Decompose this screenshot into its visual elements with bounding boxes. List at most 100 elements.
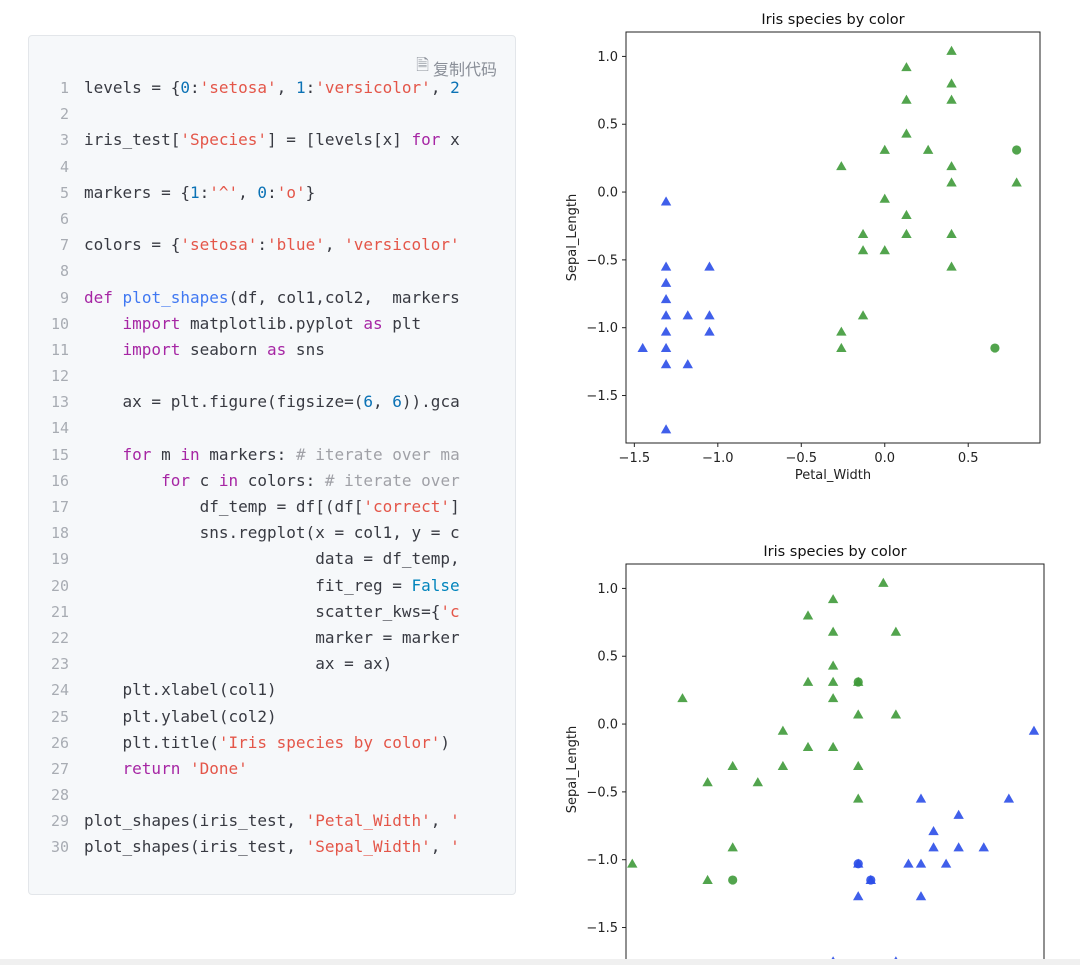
code-text: scatter_kws={'c xyxy=(84,599,515,625)
line-number: 2 xyxy=(59,105,69,124)
code-token: markers = { xyxy=(84,182,190,202)
code-text: plt.title('Iris species by color') xyxy=(84,730,515,756)
data-point-triangle xyxy=(660,310,672,320)
line-number: 9 xyxy=(59,288,69,307)
data-point-triangle xyxy=(946,161,957,171)
y-tick-label: 0.5 xyxy=(597,650,618,665)
code-token: , xyxy=(276,78,296,97)
line-number: 28 xyxy=(50,786,69,805)
code-token: ] xyxy=(450,497,460,516)
data-point-triangle xyxy=(752,777,764,787)
code-line: 27 return 'Done' xyxy=(29,756,515,782)
data-point-triangle xyxy=(802,676,814,686)
code-line: 7 colors = {'setosa':'blue', 'versicolor' xyxy=(29,232,515,258)
line-number: 19 xyxy=(50,550,69,569)
data-point-triangle xyxy=(1003,793,1015,803)
data-point-triangle xyxy=(903,858,914,868)
code-token: # iterate over xyxy=(324,470,460,490)
code-line: 10 import matplotlib.pyplot as plt xyxy=(29,311,515,337)
data-point-triangle xyxy=(802,610,814,620)
data-point-triangle xyxy=(922,144,934,154)
code-token: as xyxy=(267,339,287,359)
code-line: 25 plt.ylabel(col2) xyxy=(29,704,515,730)
code-token xyxy=(84,314,123,333)
code-token: matplotlib.pyplot xyxy=(180,313,364,333)
code-line: 13 ax = plt.figure(figsize=(6, 6)).gca xyxy=(29,389,515,415)
chart-petal-width-svg: Iris species by color −1.5 −1.0 −0.5 0.0 0.5 1… xyxy=(565,12,1041,483)
y-tick-label: 0.0 xyxy=(597,186,618,201)
data-point-triangle xyxy=(946,177,957,187)
line-number: 26 xyxy=(50,733,69,752)
data-point-triangle xyxy=(836,342,847,352)
chart-sepal-width: Iris species by color −1.5 −1.0 −0.5 0.0 0.5 1… xyxy=(555,532,1080,965)
code-line: 17 df_temp = df[(df['correct'] xyxy=(29,494,515,520)
code-line: 24 plt.xlabel(col1) xyxy=(29,677,515,703)
code-text: sns.regplot(x = col1, y = c xyxy=(84,520,515,546)
copy-code-button[interactable]: 🗎 复制代码 xyxy=(416,54,497,81)
y-tick-label: −1.5 xyxy=(586,389,618,404)
line-number: 3 xyxy=(59,131,69,150)
chart-title: Iris species by color xyxy=(761,12,904,28)
data-point-triangle xyxy=(853,793,864,803)
code-token xyxy=(84,445,123,464)
data-point-triangle xyxy=(702,874,713,884)
code-line: 16 for c in colors: # iterate over xyxy=(29,468,515,494)
code-line: 4 xyxy=(29,154,515,180)
code-token: : xyxy=(189,78,200,97)
code-text: colors = {'setosa':'blue', 'versicolor' xyxy=(84,232,515,258)
data-point-triangle xyxy=(857,228,869,239)
code-token: scatter_kws={ xyxy=(84,601,441,621)
data-point-triangle xyxy=(677,693,688,703)
data-point-triangle xyxy=(660,277,672,287)
code-token: 'c xyxy=(440,601,460,621)
code-token: colors = { xyxy=(84,235,181,255)
data-point-triangle xyxy=(777,760,789,771)
code-token: , xyxy=(373,392,393,412)
data-point-triangle xyxy=(901,94,912,104)
code-token xyxy=(113,288,123,307)
code-token: return xyxy=(122,758,181,778)
code-line: 20 fit_reg = False xyxy=(29,573,515,599)
code-line: 8 xyxy=(29,258,515,284)
code-token: plot_shapes(iris_test, xyxy=(84,811,306,831)
data-point-triangle xyxy=(660,326,672,336)
code-text: import seaborn as sns xyxy=(84,337,515,363)
code-text: plt.xlabel(col1) xyxy=(84,677,515,703)
data-point-triangle xyxy=(928,842,939,852)
code-text: marker = marker xyxy=(84,625,515,651)
chart-sepal-width-svg: Iris species by color −1.5 −1.0 −0.5 0.0 0.5 1… xyxy=(565,544,1045,965)
data-point-triangle xyxy=(915,858,927,868)
data-point-triangle xyxy=(857,310,869,320)
code-token: 6 xyxy=(392,392,402,412)
line-number: 1 xyxy=(59,79,69,97)
code-text: return 'Done' xyxy=(84,756,515,782)
line-number: 11 xyxy=(50,340,69,359)
code-token: ax = plt.figure(figsize=( xyxy=(84,392,364,412)
data-point-triangle xyxy=(660,261,672,271)
line-number: 5 xyxy=(59,183,69,202)
chart-title: Iris species by color xyxy=(763,544,906,560)
code-line: 21 scatter_kws={'c xyxy=(29,599,515,625)
code-line: 28 xyxy=(29,782,515,808)
data-point-triangle xyxy=(827,676,839,686)
code-line: 12 xyxy=(29,363,515,389)
code-token xyxy=(84,471,161,490)
code-token: 1 xyxy=(295,78,306,97)
data-point-triangle xyxy=(901,128,912,138)
code-token: 0 xyxy=(257,182,268,202)
code-line: 22 marker = marker xyxy=(29,625,515,651)
data-point-triangle xyxy=(879,193,890,203)
line-number: 24 xyxy=(50,681,69,700)
y-tick-label: −1.5 xyxy=(586,921,618,936)
data-point-circle xyxy=(728,875,738,885)
code-token: 'Iris species by color' xyxy=(218,732,441,752)
x-tick-label: 0.5 xyxy=(958,451,979,466)
code-line: 6 xyxy=(29,206,515,232)
code-token xyxy=(84,340,123,359)
code-token: 'setosa' xyxy=(199,78,277,97)
code-token: sns.regplot(x = col1, y = c xyxy=(84,523,460,543)
x-tick-label: −0.5 xyxy=(785,451,817,466)
data-point-triangle xyxy=(946,261,957,271)
code-text: for c in colors: # iterate over xyxy=(84,468,515,494)
data-point-triangle xyxy=(901,62,912,72)
